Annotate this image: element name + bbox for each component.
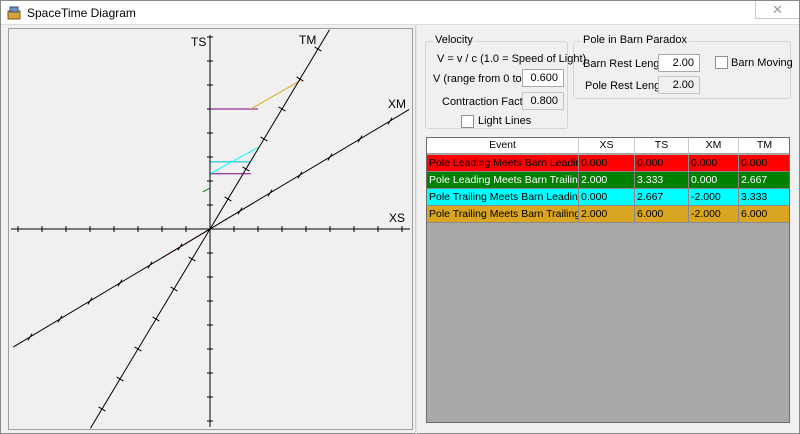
tm-cell[interactable]: 3.333 xyxy=(739,189,789,206)
xm-cell[interactable]: 0.000 xyxy=(689,155,739,172)
tm-axis-label: TM xyxy=(299,33,316,47)
table-row[interactable]: Pole Trailing Meets Barn Trailing 2.000 … xyxy=(427,206,789,223)
xm-axis-label: XM xyxy=(388,97,406,111)
xs-cell[interactable]: 0.000 xyxy=(579,155,635,172)
xm-cell[interactable]: -2.000 xyxy=(689,206,739,223)
table-row[interactable]: Pole Leading Meets Barn Leading 0.000 0.… xyxy=(427,155,789,172)
ts-cell[interactable]: 6.000 xyxy=(635,206,689,223)
velocity-group: Velocity V = v / c (1.0 = Speed of Light… xyxy=(425,34,586,129)
event-marker-green xyxy=(202,187,211,193)
ts-cell[interactable]: 0.000 xyxy=(635,155,689,172)
velocity-formula-label: V = v / c (1.0 = Speed of Light) xyxy=(437,53,587,65)
xm-cell[interactable]: -2.000 xyxy=(689,189,739,206)
event-marker-cyan xyxy=(209,146,259,175)
table-row[interactable]: Pole Trailing Meets Barn Leading 0.000 2… xyxy=(427,189,789,206)
column-header-event[interactable]: Event xyxy=(427,138,579,154)
column-header-xs[interactable]: XS xyxy=(579,138,635,154)
xs-axis-label: XS xyxy=(389,211,405,225)
event-cell[interactable]: Pole Trailing Meets Barn Trailing xyxy=(427,206,579,223)
ts-cell[interactable]: 2.667 xyxy=(635,189,689,206)
ts-cell[interactable]: 3.333 xyxy=(635,172,689,189)
window-title: SpaceTime Diagram xyxy=(27,6,136,20)
velocity-group-title: Velocity xyxy=(433,34,475,46)
pole-barn-group-title: Pole in Barn Paradox xyxy=(581,34,689,46)
app-icon xyxy=(7,6,21,20)
title-bar: SpaceTime Diagram ✕ xyxy=(1,1,799,25)
tm-cell[interactable]: 2.667 xyxy=(739,172,789,189)
world-lines xyxy=(161,79,302,259)
column-header-tm[interactable]: TM xyxy=(739,138,789,154)
table-row[interactable]: Pole Leading Meets Barn Trailing 2.000 3… xyxy=(427,172,789,189)
column-header-xm[interactable]: XM xyxy=(689,138,739,154)
barn-moving-label[interactable]: Barn Moving xyxy=(731,57,793,69)
barn-rest-length-label: Barn Rest Length: xyxy=(583,58,672,70)
xm-cell[interactable]: 0.000 xyxy=(689,172,739,189)
xm-axis xyxy=(12,109,410,348)
tm-cell[interactable]: 6.000 xyxy=(739,206,789,223)
velocity-input[interactable]: 0.600 xyxy=(522,69,564,87)
event-marker-gold xyxy=(250,79,302,110)
xs-cell[interactable]: 0.000 xyxy=(579,189,635,206)
light-lines-label[interactable]: Light Lines xyxy=(478,115,532,127)
light-lines-checkbox[interactable] xyxy=(461,115,474,128)
ts-axis-label: TS xyxy=(191,35,206,49)
contraction-factor-label: Contraction Factor: xyxy=(442,96,536,108)
xs-cell[interactable]: 2.000 xyxy=(579,206,635,223)
barn-moving-checkbox[interactable] xyxy=(715,56,728,69)
events-table[interactable]: Event XS TS XM TM Pole Leading Meets Bar… xyxy=(426,137,790,423)
pole-rest-length-field: 2.00 xyxy=(658,76,700,94)
event-cell[interactable]: Pole Leading Meets Barn Trailing xyxy=(427,172,579,189)
tm-cell[interactable]: 0.000 xyxy=(739,155,789,172)
event-cell[interactable]: Pole Trailing Meets Barn Leading xyxy=(427,189,579,206)
barn-rest-length-input[interactable]: 2.00 xyxy=(658,54,700,72)
contraction-factor-field: 0.800 xyxy=(522,92,564,110)
diagram-canvas[interactable]: TS TM XM XS xyxy=(9,29,412,429)
close-button[interactable]: ✕ xyxy=(755,1,799,19)
pole-barn-group: Pole in Barn Paradox Barn Rest Length: 2… xyxy=(573,34,793,99)
column-header-ts[interactable]: TS xyxy=(635,138,689,154)
close-icon: ✕ xyxy=(772,1,783,17)
splitter[interactable] xyxy=(415,26,417,434)
event-cell[interactable]: Pole Leading Meets Barn Leading xyxy=(427,155,579,172)
xs-cell[interactable]: 2.000 xyxy=(579,172,635,189)
table-header: Event XS TS XM TM xyxy=(427,138,789,154)
spacetime-diagram[interactable]: TS TM XM XS xyxy=(8,28,413,430)
velocity-label: V (range from 0 to 1): xyxy=(433,73,538,85)
pole-rest-length-label: Pole Rest Length: xyxy=(585,80,673,92)
